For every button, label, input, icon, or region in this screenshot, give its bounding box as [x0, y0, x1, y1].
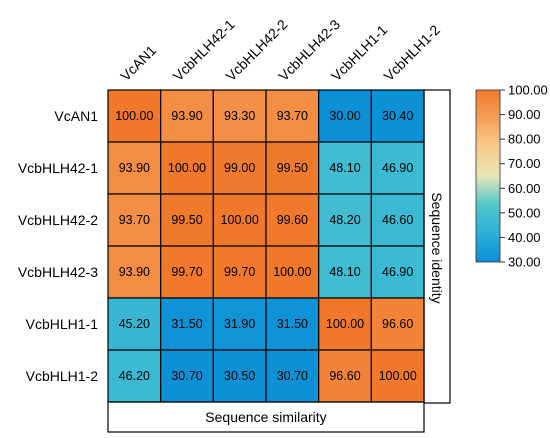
cell-value-label: 100.00 — [168, 161, 206, 175]
heatmap-cells: 100.00 93.90 93.30 93.70 30.00 30.40 93.90 100.… — [107, 89, 425, 403]
heatmap-cell — [160, 141, 214, 195]
column-label: VcAN1 — [117, 42, 159, 84]
similarity-label-box — [107, 401, 425, 433]
heatmap-cell — [160, 89, 214, 143]
row-label: VcAN1 — [54, 108, 98, 124]
cell-value-label: 30.40 — [382, 109, 413, 123]
heatmap-cell — [370, 89, 425, 143]
colorbar-gradient — [475, 89, 501, 263]
heatmap-cell — [107, 349, 162, 403]
heatmap-frame: Sequence identity Sequence similarity — [107, 89, 451, 433]
cell-value-label: 31.50 — [277, 317, 308, 331]
cell-value-label: 100.00 — [273, 265, 311, 279]
cell-value-label: 30.70 — [171, 369, 202, 383]
cell-value-label: 93.90 — [171, 109, 202, 123]
sequence-identity-label: Sequence identity — [429, 192, 445, 303]
row-label: VcbHLH42-3 — [18, 264, 98, 280]
colorbar-tick-label: 80.00 — [508, 132, 541, 147]
row-label: VcbHLH42-2 — [18, 212, 98, 228]
heatmap-cell — [160, 245, 214, 299]
cell-value-label: 48.10 — [329, 265, 360, 279]
heatmap-cell — [107, 245, 162, 299]
colorbar-tick-label: 90.00 — [508, 107, 541, 122]
cell-value-label: 100.00 — [221, 213, 259, 227]
heatmap-cell — [265, 245, 320, 299]
cell-value-label: 99.70 — [171, 265, 202, 279]
row-label: VcbHLH42-1 — [18, 160, 98, 176]
cell-value-label: 30.70 — [277, 369, 308, 383]
identity-label-box — [423, 89, 451, 404]
colorbar-tick-label: 100.00 — [508, 83, 548, 98]
cell-value-label: 99.50 — [171, 213, 202, 227]
heatmap-cell — [212, 297, 267, 351]
cell-value-label: 93.90 — [119, 265, 150, 279]
heatmap-cell — [370, 349, 425, 403]
colorbar-ticks: 100.00 90.00 80.00 70.00 60.00 50.00 40.00 30.0… — [500, 83, 548, 270]
colorbar-tick-label: 50.00 — [508, 205, 541, 220]
cell-value-label: 99.60 — [277, 213, 308, 227]
heatmap-cell — [370, 141, 425, 195]
colorbar-tick-label: 30.00 — [508, 255, 541, 270]
cell-value-label: 30.00 — [329, 109, 360, 123]
heatmap-cell — [318, 193, 372, 247]
cell-value-label: 46.60 — [382, 213, 413, 227]
heatmap-cell — [318, 297, 372, 351]
heatmap-cell — [265, 297, 320, 351]
heatmap-cell — [160, 193, 214, 247]
column-labels: VcAN1 VcbHLH42-1VcbHLH42-2VcbHLH42-3VcbHL… — [117, 16, 443, 84]
heatmap-cell — [370, 193, 425, 247]
colorbar-tick-label: 60.00 — [508, 181, 541, 196]
cell-value-label: 46.20 — [119, 369, 150, 383]
cell-value-label: 96.60 — [382, 317, 413, 331]
cell-value-label: 48.20 — [329, 213, 360, 227]
cell-value-label: 31.50 — [171, 317, 202, 331]
colorbar-tick-label: 40.00 — [508, 230, 541, 245]
heatmap-cell — [212, 245, 267, 299]
row-label: VcbHLH1-2 — [26, 368, 99, 384]
column-label: VcbHLH1-2 — [380, 21, 443, 84]
sequence-similarity-label: Sequence similarity — [205, 409, 326, 425]
cell-value-label: 30.50 — [224, 369, 255, 383]
cell-value-label: 46.90 — [382, 161, 413, 175]
cell-value-label: 46.90 — [382, 265, 413, 279]
colorbar-tick-label: 70.00 — [508, 156, 541, 171]
heatmap-cell — [318, 245, 372, 299]
cell-value-label: 93.90 — [119, 161, 150, 175]
cell-value-label: 48.10 — [329, 161, 360, 175]
cell-value-label: 96.60 — [329, 369, 360, 383]
cell-value-label: 45.20 — [119, 317, 150, 331]
cell-value-label: 100.00 — [326, 317, 364, 331]
row-label: VcbHLH1-1 — [26, 316, 99, 332]
heatmap-cell — [265, 193, 320, 247]
cell-value-label: 99.00 — [224, 161, 255, 175]
colorbar: 100.00 90.00 80.00 70.00 60.00 50.00 40.00 30.0… — [475, 83, 548, 270]
cell-value-label: 31.90 — [224, 317, 255, 331]
cell-value-label: 93.30 — [224, 109, 255, 123]
cell-value-label: 100.00 — [379, 369, 417, 383]
cell-value-label: 100.00 — [115, 109, 153, 123]
heatmap-cell — [107, 89, 162, 143]
cell-value-label: 93.70 — [277, 109, 308, 123]
cell-value-label: 99.70 — [224, 265, 255, 279]
heatmap-cell — [265, 141, 320, 195]
cell-value-label: 93.70 — [119, 213, 150, 227]
row-labels: VcAN1 VcbHLH42-1 VcbHLH42-2 VcbHLH42-3 VcbHL… — [18, 108, 98, 384]
cell-value-label: 99.50 — [277, 161, 308, 175]
